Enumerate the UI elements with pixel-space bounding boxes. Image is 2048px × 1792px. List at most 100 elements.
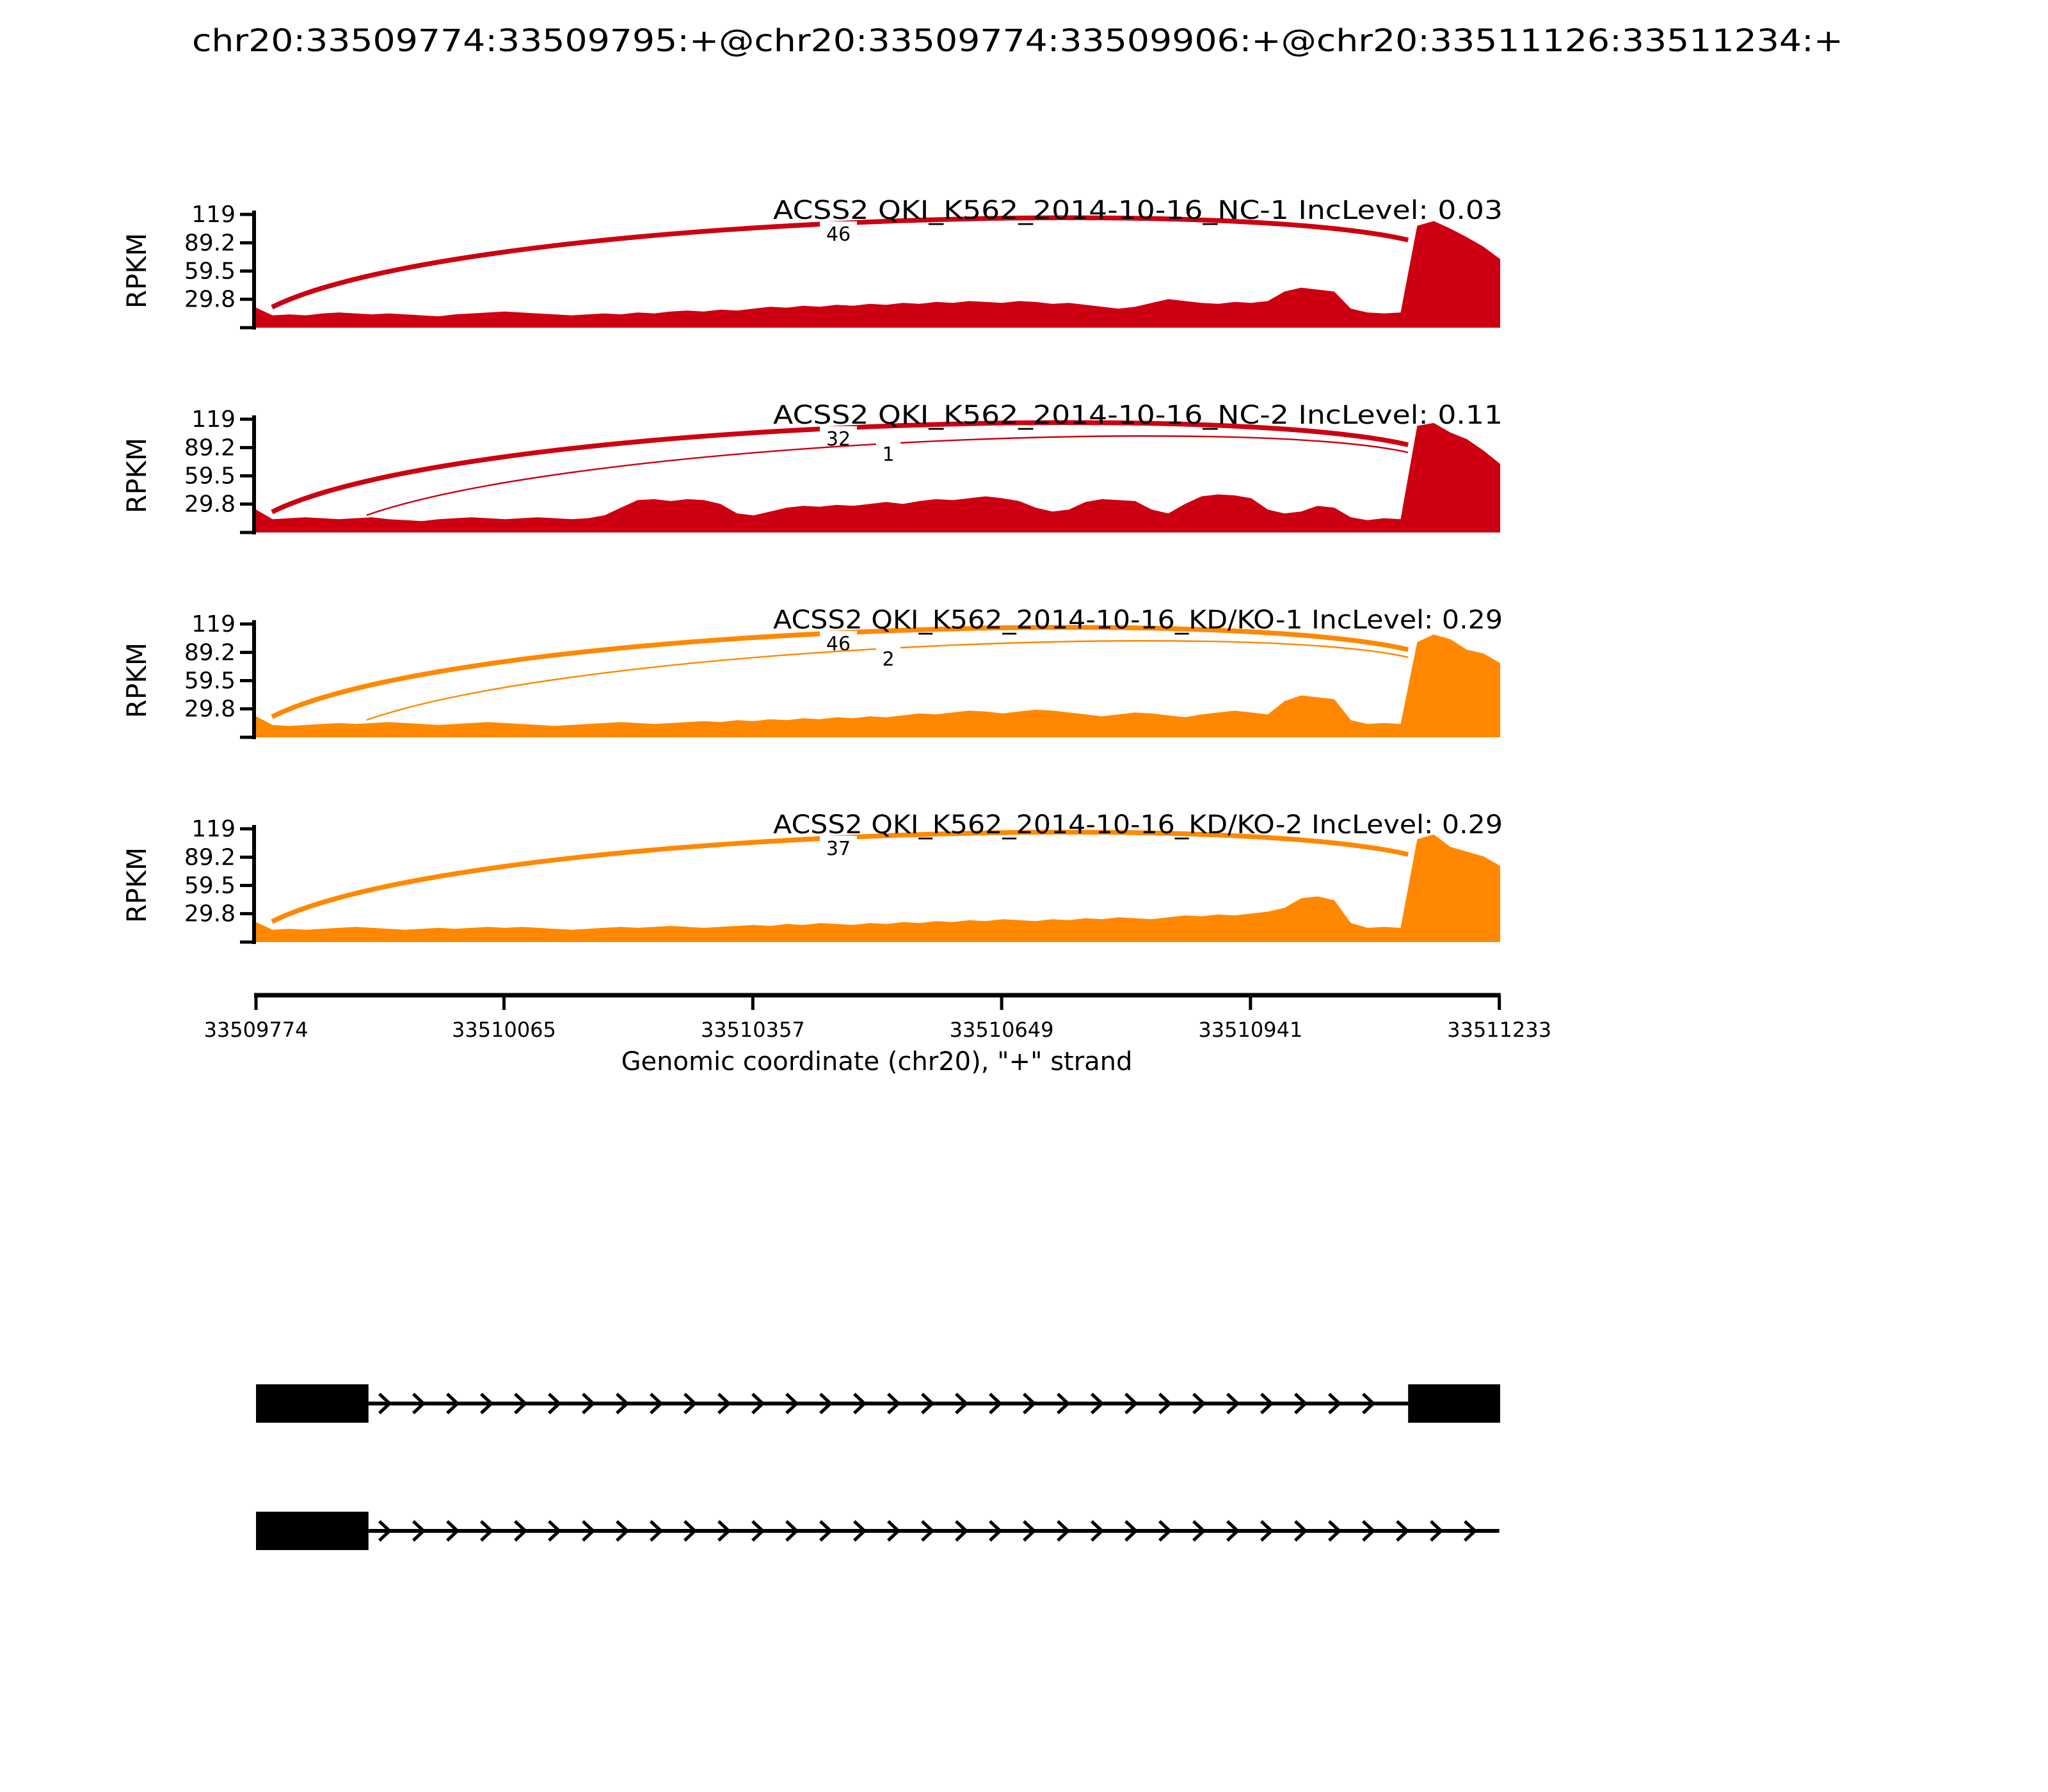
exon-box [256,1512,369,1550]
track-title: ACSS2 QKI_K562_2014-10-16_KD/KO-2 IncLev… [773,810,1503,840]
strand-arrow-icon [921,1393,935,1414]
strand-arrow-icon [853,1520,867,1542]
x-tick-label: 33510941 [1198,1018,1302,1042]
coverage-area [256,634,1500,737]
isoform-2 [256,1512,1500,1550]
strand-arrow-icon [446,1520,460,1542]
junction-label-bg [820,221,857,246]
junction-label-bg [876,646,900,671]
y-tick-label: 89.2 [184,844,236,870]
y-axis-label: RPKM [121,847,152,923]
strand-arrow-icon [1158,1520,1172,1542]
strand-arrow-icon [514,1393,528,1414]
strand-arrow-icon [1328,1520,1342,1542]
figure-title: chr20:33509774:33509795:+@chr20:33509774… [192,23,1843,59]
x-tick-label: 33510357 [701,1018,805,1042]
strand-arrow-icon [1091,1393,1105,1414]
strand-arrow-icon [1023,1393,1037,1414]
strand-arrow-icon [548,1520,562,1542]
strand-arrow-icon [650,1393,664,1414]
y-axis-label: RPKM [121,233,152,308]
exon-box [1408,1384,1500,1423]
strand-arrow-icon [785,1393,799,1414]
strand-arrow-icon [785,1520,799,1542]
y-axis-label: RPKM [121,438,152,513]
strand-arrow-icon [1294,1520,1308,1542]
strand-arrow-icon [819,1520,833,1542]
strand-arrow-icon [887,1520,901,1542]
gene-model [256,1384,1500,1550]
strand-arrow-icon [412,1393,426,1414]
strand-arrow-icon [1057,1393,1071,1414]
x-tick-label: 33511233 [1447,1018,1551,1042]
strand-arrow-icon [1226,1520,1240,1542]
strand-arrow-icon [616,1393,630,1414]
strand-arrow-icon [955,1520,969,1542]
y-tick-label: 29.8 [184,287,236,313]
junction-count: 1 [882,444,894,466]
coverage-area [256,834,1500,942]
y-tick-label: 89.2 [184,230,236,256]
strand-arrow-icon [1057,1520,1071,1542]
strand-arrow-icon [582,1520,596,1542]
junction-label-bg [876,442,900,467]
strand-arrow-icon [1192,1520,1206,1542]
coverage-area [256,221,1500,328]
strand-arrow-icon [378,1393,392,1414]
x-axis-title: Genomic coordinate (chr20), "+" strand [621,1047,1133,1076]
y-tick-label: 59.5 [184,463,236,490]
y-tick-label: 119 [191,816,236,842]
track-title: ACSS2 QKI_K562_2014-10-16_NC-2 IncLevel:… [773,401,1503,430]
strand-arrow-icon [989,1520,1003,1542]
y-tick-label: 29.8 [184,901,236,927]
strand-arrow-icon [1192,1393,1206,1414]
y-tick-label: 59.5 [184,873,236,899]
strand-arrow-icon [751,1393,765,1414]
junction-label-bg [820,835,857,860]
y-tick-label: 119 [191,406,236,433]
y-tick-label: 59.5 [184,668,236,694]
isoform-1 [256,1384,1500,1423]
y-tick-label: 89.2 [184,639,236,666]
junction-count: 37 [826,838,851,860]
strand-arrow-icon [1396,1520,1410,1542]
y-tick-label: 29.8 [184,492,236,518]
strand-arrow-icon [921,1520,935,1542]
junction-arc [366,435,1409,516]
strand-arrow-icon [1124,1393,1139,1414]
y-tick-label: 119 [191,202,236,228]
x-tick-label: 33510649 [950,1018,1054,1042]
strand-arrow-icon [717,1520,732,1542]
exon-box [256,1384,369,1423]
strand-arrow-icon [1260,1520,1274,1542]
junction-count: 46 [826,223,851,246]
strand-arrow-icon [1124,1520,1139,1542]
strand-arrow-icon [1091,1520,1105,1542]
x-tick-label: 33509774 [204,1018,308,1042]
strand-arrow-icon [548,1393,562,1414]
junction-count: 2 [882,648,894,671]
strand-arrow-icon [412,1520,426,1542]
strand-arrow-icon [684,1393,698,1414]
strand-arrow-icon [1294,1393,1308,1414]
strand-arrow-icon [887,1393,901,1414]
strand-arrow-icon [514,1520,528,1542]
strand-arrow-icon [480,1520,494,1542]
y-tick-label: 59.5 [184,259,236,285]
strand-arrow-icon [1023,1520,1037,1542]
track-title: ACSS2 QKI_K562_2014-10-16_KD/KO-1 IncLev… [773,605,1503,635]
strand-arrow-icon [751,1520,765,1542]
strand-arrow-icon [989,1393,1003,1414]
strand-arrow-icon [684,1520,698,1542]
strand-arrow-icon [819,1393,833,1414]
strand-arrow-icon [650,1520,664,1542]
strand-arrow-icon [1362,1520,1376,1542]
strand-arrow-icon [1260,1393,1274,1414]
strand-arrow-icon [582,1393,596,1414]
x-tick-label: 33510065 [452,1018,556,1042]
y-axis-label: RPKM [121,643,152,718]
